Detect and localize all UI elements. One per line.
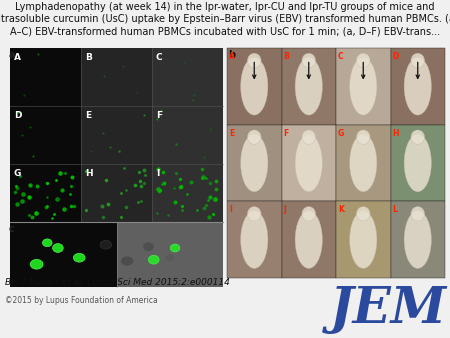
Ellipse shape	[356, 130, 370, 144]
Text: c: c	[9, 224, 15, 234]
Text: A: A	[229, 52, 235, 61]
Text: G: G	[14, 169, 22, 178]
Ellipse shape	[411, 130, 424, 144]
Text: D: D	[14, 111, 22, 120]
Ellipse shape	[164, 254, 175, 262]
Text: a: a	[9, 50, 15, 60]
Text: ©2015 by Lupus Foundation of America: ©2015 by Lupus Foundation of America	[5, 296, 158, 305]
Bar	[391, 201, 445, 278]
Text: C: C	[156, 53, 162, 62]
Bar	[336, 201, 391, 278]
Ellipse shape	[143, 242, 154, 251]
Text: JEM: JEM	[330, 285, 447, 334]
Text: H: H	[392, 129, 399, 138]
Bar	[282, 48, 336, 125]
Ellipse shape	[411, 207, 424, 221]
Bar	[152, 48, 223, 222]
Ellipse shape	[248, 53, 261, 68]
Bar	[391, 48, 445, 125]
Bar	[227, 125, 282, 201]
Ellipse shape	[295, 134, 322, 192]
Bar	[227, 48, 445, 278]
Ellipse shape	[170, 244, 180, 252]
Ellipse shape	[241, 134, 268, 192]
Text: D: D	[392, 52, 399, 61]
Bar	[282, 201, 336, 278]
Text: Lymphadenopathy (at week 14) in the lpr-water, lpr-CU and lpr-TU groups of mice : Lymphadenopathy (at week 14) in the lpr-…	[0, 2, 450, 37]
Text: I: I	[156, 169, 159, 178]
Ellipse shape	[248, 130, 261, 144]
Ellipse shape	[295, 211, 322, 268]
Ellipse shape	[350, 134, 377, 192]
Text: Biji T Kurien et al. Lupus Sci Med 2015;2:e000114: Biji T Kurien et al. Lupus Sci Med 2015;…	[5, 278, 230, 287]
Text: B: B	[284, 52, 289, 61]
Ellipse shape	[148, 255, 159, 264]
Bar	[227, 48, 282, 125]
Ellipse shape	[295, 57, 322, 115]
Bar	[336, 48, 391, 125]
Ellipse shape	[411, 53, 424, 68]
Ellipse shape	[30, 259, 43, 269]
Bar	[81, 48, 152, 222]
Bar	[10, 222, 117, 287]
Text: E: E	[229, 129, 234, 138]
Ellipse shape	[73, 254, 85, 262]
Ellipse shape	[302, 207, 315, 221]
Ellipse shape	[404, 211, 432, 268]
Ellipse shape	[42, 239, 52, 247]
Ellipse shape	[356, 207, 370, 221]
Text: G: G	[338, 129, 344, 138]
Text: B: B	[85, 53, 92, 62]
Ellipse shape	[350, 211, 377, 268]
Text: L: L	[392, 205, 397, 214]
Ellipse shape	[404, 57, 432, 115]
Text: b: b	[228, 50, 235, 60]
Ellipse shape	[302, 130, 315, 144]
Bar	[282, 125, 336, 201]
Text: C: C	[338, 52, 344, 61]
Text: K: K	[338, 205, 344, 214]
Bar	[391, 125, 445, 201]
Ellipse shape	[404, 134, 432, 192]
Ellipse shape	[241, 57, 268, 115]
Text: I: I	[229, 205, 232, 214]
Text: F: F	[284, 129, 289, 138]
Ellipse shape	[100, 240, 112, 249]
Ellipse shape	[53, 244, 63, 252]
Bar	[117, 222, 223, 287]
Text: H: H	[85, 169, 93, 178]
Text: F: F	[156, 111, 162, 120]
Bar	[336, 125, 391, 201]
Text: E: E	[85, 111, 91, 120]
Ellipse shape	[241, 211, 268, 268]
Ellipse shape	[350, 57, 377, 115]
Ellipse shape	[121, 256, 134, 266]
Bar	[227, 201, 282, 278]
Ellipse shape	[248, 207, 261, 221]
Ellipse shape	[302, 53, 315, 68]
Ellipse shape	[356, 53, 370, 68]
Bar	[10, 48, 81, 222]
Text: A: A	[14, 53, 21, 62]
Text: J: J	[284, 205, 286, 214]
